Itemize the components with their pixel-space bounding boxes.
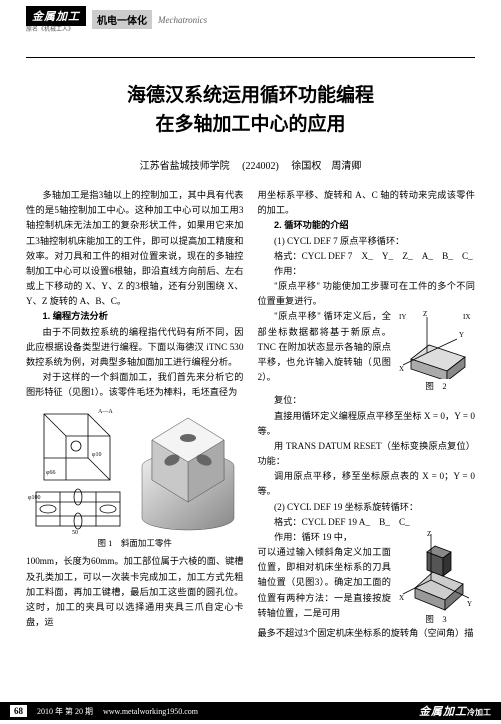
title-line-1: 海德汉系统运用循环功能编程 <box>127 85 374 106</box>
figure-2: Z X Y IY IX 图 2 <box>397 309 475 393</box>
right-l3: 作用： <box>258 264 476 279</box>
header-bar: 金属加工 原名《机械工人》 机电一体化 Mechatronics <box>26 6 475 33</box>
right-l2: 格式：CYCL DEF 7 X_ Y_ Z_ A_ B_ C_ <box>258 249 476 264</box>
svg-text:Y: Y <box>467 600 472 608</box>
svg-text:φ10: φ10 <box>92 452 101 458</box>
page-number: 68 <box>10 705 27 717</box>
figure-3-icon: Z X Y <box>397 530 475 612</box>
page: 金属加工 原名《机械工人》 机电一体化 Mechatronics 海德汉系统运用… <box>0 0 501 724</box>
page-footer: 68 2010 年 第 20 期 www.metalworking1950.co… <box>0 702 501 720</box>
figure-3-caption: 图 3 <box>397 612 475 626</box>
svg-text:φ66: φ66 <box>46 470 55 476</box>
header-rule <box>26 57 475 58</box>
left-p1: 多轴加工是指3轴以上的控制加工，其中具有代表性的是5轴控制加工中心。这种加工中心… <box>26 188 244 309</box>
journal-badge-sub: 原名《机械工人》 <box>26 27 86 33</box>
svg-text:Z: Z <box>427 530 431 538</box>
figure-3: Z X Y 图 3 <box>397 530 475 626</box>
category-box: 机电一体化 <box>92 10 152 29</box>
footer-brand: 金属加工冷加工 <box>419 703 491 719</box>
svg-text:IY: IY <box>399 313 406 321</box>
byline-code: (224002) <box>242 161 279 172</box>
badge-group: 金属加工 原名《机械工人》 <box>26 6 86 33</box>
right-l1: (1) CYCL DEF 7 原点平移循环： <box>258 234 476 249</box>
article-title: 海德汉系统运用循环功能编程 在多轴加工中心的应用 <box>26 82 475 139</box>
footer-issue: 2010 年 第 20 期 <box>37 706 93 717</box>
left-p2: 由于不同数控系统的编程指代代码有所不同，因此应根据设备类型进行编程。下面以海德汉… <box>26 325 244 371</box>
title-line-2: 在多轴加工中心的应用 <box>155 114 345 135</box>
right-p1: 用坐标系平移、旋转和 A、C 轴的转动来完成该零件的加工。 <box>258 188 476 218</box>
figure-1-right <box>136 406 240 534</box>
category-en: Mechatronics <box>158 15 207 25</box>
figure-1-drawing-icon: A—A φ10 φ66 φ100 <box>26 406 130 534</box>
footer-brand-main: 金属加工 <box>419 706 467 718</box>
right-p7: 可以通过输入倾斜角定义加工面位置，即相对机床坐标系的刀具轴位置（见图3）。确定加… <box>258 545 392 621</box>
svg-text:φ100: φ100 <box>28 495 40 501</box>
svg-text:Y: Y <box>459 331 464 339</box>
figure-2-icon: Z X Y IY IX <box>397 309 475 379</box>
right-p3: "原点平移" 循环定义后，全部坐标数据都将基于新原点。TNC 在附加状态显示各轴… <box>258 309 392 385</box>
figure-1-left: A—A φ10 φ66 φ100 <box>26 406 130 534</box>
right-l5: (2) CYCL DEF 19 坐标系旋转循环： <box>258 500 476 515</box>
byline-authors: 徐国权 周清卿 <box>291 161 361 172</box>
figure-1: A—A φ10 φ66 φ100 <box>26 406 244 550</box>
left-column: 多轴加工是指3轴以上的控制加工，其中具有代表性的是5轴控制加工中心。这种加工中心… <box>26 188 244 641</box>
right-p6: 调用原点平移，移至坐标原点表的 X = 0；Y = 0 等。 <box>258 469 476 499</box>
svg-text:50: 50 <box>72 530 78 534</box>
svg-text:A—A: A—A <box>98 409 113 415</box>
svg-text:X: X <box>399 365 404 373</box>
right-p5: 用 TRANS DATUM RESET（坐标变换原点复位）功能： <box>258 439 476 469</box>
figure-2-caption: 图 2 <box>397 379 475 393</box>
svg-text:IX: IX <box>463 313 470 321</box>
figure-1-caption: 图 1 斜面加工零件 <box>26 536 244 550</box>
footer-brand-sub: 冷加工 <box>467 708 491 717</box>
svg-text:Z: Z <box>423 310 427 318</box>
journal-badge: 金属加工 <box>26 6 86 26</box>
figure-1-render-icon <box>136 406 240 534</box>
right-p4: 直接用循环定义编程原点平移至坐标 X = 0，Y = 0 等。 <box>258 409 476 439</box>
section-2-heading: 2. 循环功能的介绍 <box>258 218 476 233</box>
section-1-heading: 1. 编程方法分析 <box>26 309 244 324</box>
right-l7: 作用：循环 19 中， <box>258 530 392 545</box>
footer-url: www.metalworking1950.com <box>103 707 198 716</box>
svg-text:X: X <box>399 594 404 602</box>
byline-org: 江苏省盐城技师学院 <box>140 161 230 172</box>
right-l4: 复位： <box>258 393 476 408</box>
right-p2: "原点平移" 功能使加工步骤可在工件的多个不同位置重复进行。 <box>258 279 476 309</box>
left-p3: 对于这样的一个斜面加工，我们首先来分析它的图形特征（见图1）。该零件毛坯为棒料，… <box>26 370 244 400</box>
body-columns: 多轴加工是指3轴以上的控制加工，其中具有代表性的是5轴控制加工中心。这种加工中心… <box>26 188 475 641</box>
right-p8: 最多不超过3个固定机床坐标系的旋转角（空间角）描 <box>258 626 476 641</box>
right-column: 用坐标系平移、旋转和 A、C 轴的转动来完成该零件的加工。 2. 循环功能的介绍… <box>258 188 476 641</box>
left-p4: 100mm，长度为60mm。加工部位属于六棱的面、键槽及孔类加工，可以一次装卡完… <box>26 554 244 630</box>
right-l6: 格式：CYCL DEF 19 A_ B_ C_ <box>258 515 476 530</box>
byline: 江苏省盐城技师学院 (224002) 徐国权 周清卿 <box>26 157 475 172</box>
